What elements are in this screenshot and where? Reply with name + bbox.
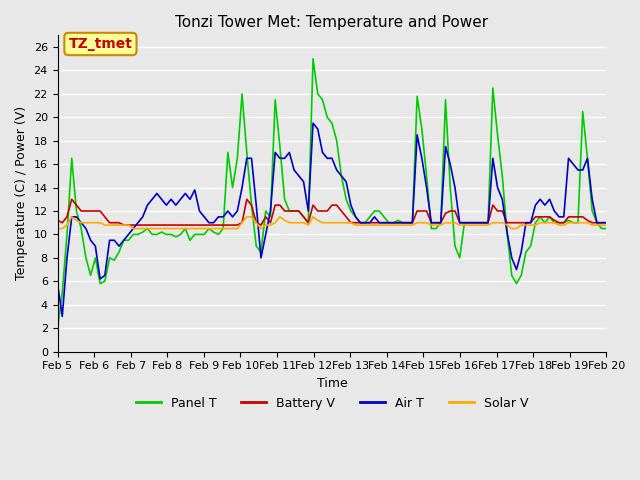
- Solar V: [205, 226, 212, 231]
- Panel T: [309, 56, 317, 61]
- Solar V: [186, 226, 194, 231]
- Solar V: [68, 214, 76, 220]
- Line: Air T: Air T: [58, 123, 606, 316]
- Air T: [574, 167, 582, 173]
- Battery V: [167, 222, 175, 228]
- Panel T: [181, 226, 189, 231]
- Panel T: [167, 231, 175, 237]
- Solar V: [305, 222, 312, 228]
- Line: Panel T: Panel T: [58, 59, 606, 328]
- Air T: [186, 196, 194, 202]
- Panel T: [300, 214, 307, 220]
- Battery V: [210, 222, 218, 228]
- Title: Tonzi Tower Met: Temperature and Power: Tonzi Tower Met: Temperature and Power: [175, 15, 488, 30]
- Battery V: [68, 196, 76, 202]
- Air T: [58, 313, 66, 319]
- Line: Battery V: Battery V: [58, 199, 606, 225]
- Panel T: [54, 325, 61, 331]
- Battery V: [191, 222, 198, 228]
- Y-axis label: Temperature (C) / Power (V): Temperature (C) / Power (V): [15, 107, 28, 280]
- Battery V: [120, 222, 127, 228]
- Solar V: [163, 226, 170, 231]
- Battery V: [574, 214, 582, 220]
- Battery V: [54, 217, 61, 223]
- Battery V: [177, 222, 184, 228]
- Panel T: [158, 229, 166, 235]
- Panel T: [570, 220, 577, 226]
- Panel T: [602, 226, 610, 231]
- Air T: [305, 208, 312, 214]
- Solar V: [172, 226, 180, 231]
- Air T: [172, 202, 180, 208]
- Text: TZ_tmet: TZ_tmet: [68, 37, 132, 51]
- Air T: [602, 220, 610, 226]
- Air T: [163, 202, 170, 208]
- Legend: Panel T, Battery V, Air T, Solar V: Panel T, Battery V, Air T, Solar V: [131, 392, 533, 415]
- Air T: [309, 120, 317, 126]
- Solar V: [570, 220, 577, 226]
- X-axis label: Time: Time: [317, 377, 348, 390]
- Battery V: [602, 220, 610, 226]
- Panel T: [200, 231, 208, 237]
- Solar V: [54, 226, 61, 231]
- Air T: [205, 220, 212, 226]
- Battery V: [309, 202, 317, 208]
- Solar V: [602, 222, 610, 228]
- Line: Solar V: Solar V: [58, 217, 606, 228]
- Air T: [54, 281, 61, 287]
